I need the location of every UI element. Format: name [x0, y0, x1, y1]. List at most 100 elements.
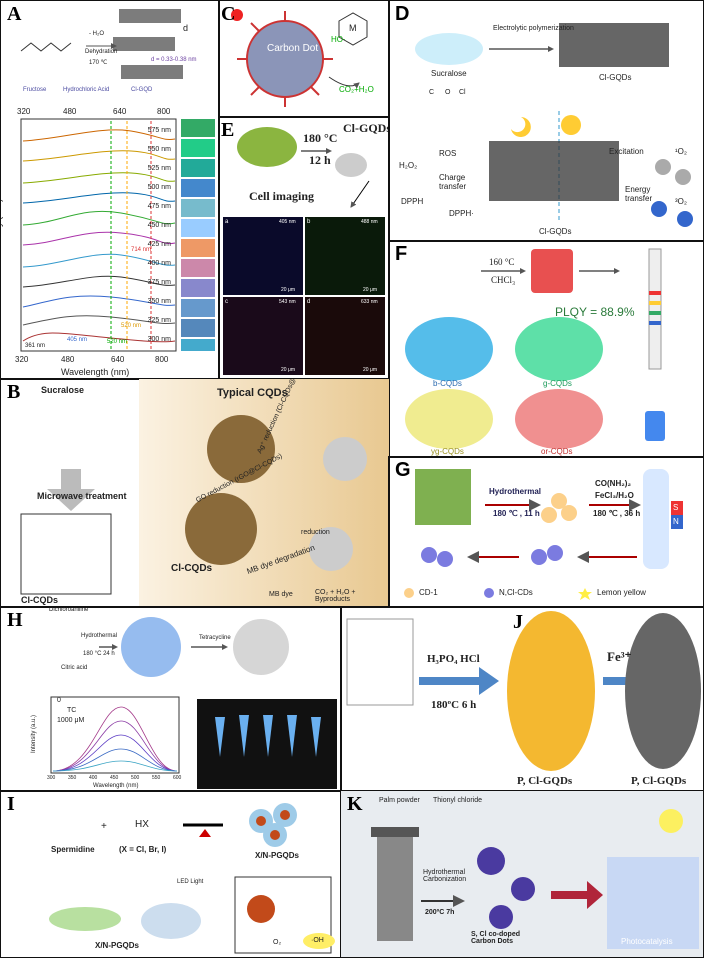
- panel-letter: I: [7, 793, 15, 815]
- label: ¹O₂: [675, 147, 687, 156]
- label: 300: [47, 775, 56, 781]
- tick-label: 800: [157, 107, 171, 116]
- panel-d-art: [415, 23, 693, 227]
- panel-c: C Carbon Dot M HO· CO₂+H₂O: [218, 0, 390, 118]
- peak-label: 520 nm: [121, 323, 142, 329]
- label: 20 μm: [363, 367, 377, 373]
- label: 500: [131, 775, 140, 781]
- label: Cl-CQDs: [21, 595, 59, 605]
- label: ³O₂: [675, 197, 687, 206]
- panel-letter: J: [513, 611, 523, 633]
- panel-j: J H₃PO₄ HCl 180ºC 6 h P, Cl-GQDs Fe³⁺ P,…: [340, 606, 704, 792]
- label: FeCl₃/H₂O: [595, 491, 634, 500]
- label: Cell imaging: [249, 189, 314, 203]
- label: 575 nm: [147, 127, 171, 134]
- label: Cl-CQDs: [171, 563, 213, 574]
- label: a: [225, 219, 229, 225]
- tick-label: 480: [61, 355, 75, 364]
- panel-a: A - H₂O Dehydration 170 ℃ d d = 0.33-0.3…: [0, 0, 220, 380]
- label: 375 nm: [147, 279, 171, 286]
- label: or-CQDs: [541, 447, 573, 456]
- label: H₂O₂: [399, 161, 418, 170]
- label: HX: [135, 819, 149, 830]
- label: 180ºC 6 h: [431, 699, 477, 711]
- panel-e: E 180 °C 12 h Cl-GQDs Cell imaging a 405 …: [218, 116, 390, 380]
- x-axis-label: Wavelength (nm): [93, 783, 139, 789]
- label: 400 nm: [147, 260, 171, 267]
- panel-k-art: [341, 791, 703, 957]
- label: 405 nm: [279, 219, 296, 225]
- tick-label: 320: [17, 107, 31, 116]
- label: - H₂O: [89, 31, 104, 37]
- label: Microwave treatment: [37, 491, 127, 501]
- label: P, Cl-GQDs: [517, 775, 573, 787]
- y-axis-label: PL Intensity (a.u.): [0, 198, 4, 270]
- label: 325 nm: [147, 317, 171, 324]
- label: 488 nm: [361, 219, 378, 225]
- panel-letter: F: [395, 243, 408, 265]
- panel-h-art: [50, 617, 337, 789]
- panel-letter: E: [221, 119, 235, 141]
- panel-letter: G: [395, 459, 411, 481]
- panel-b: B Sucralose Microwave treatment Cl-CQDs …: [0, 378, 390, 608]
- label: (X = Cl, Br, I): [119, 845, 167, 854]
- label: 160 °C: [489, 257, 515, 267]
- label: 12 h: [309, 153, 331, 167]
- panel-k: K Palm powder Thionyl chloride Hydrother…: [340, 790, 704, 958]
- label: Tetracycline: [199, 635, 231, 641]
- label: 525 nm: [147, 165, 171, 172]
- label: 170 ℃: [89, 60, 108, 66]
- panel-h: H Dichloroaniline Citric acid Hydrotherm…: [0, 606, 342, 792]
- label: 0: [57, 697, 61, 704]
- label: Hydrothermal Carbonization: [423, 869, 467, 883]
- label: 180 ℃ , 11 h: [493, 509, 540, 518]
- panel-d: D Sucralose Electrolytic polymerization …: [388, 0, 704, 242]
- label: M: [349, 23, 357, 33]
- label: 1000 μM: [57, 717, 85, 724]
- label: b: [307, 219, 311, 225]
- panel-g: G Hydrothermal 180 ℃ , 11 h CO(NH₂)₂ FeC…: [388, 456, 704, 608]
- label: 550: [152, 775, 161, 781]
- peak-label: 405 nm: [67, 337, 88, 343]
- label: 20 μm: [363, 287, 377, 293]
- label: N: [673, 517, 679, 526]
- label: H₃PO₄ HCl: [427, 653, 480, 665]
- peak-label: 361 nm: [25, 343, 46, 349]
- label: 633 nm: [361, 299, 378, 305]
- label: 20 μm: [281, 287, 295, 293]
- legend-label: N,Cl-CDs: [499, 588, 533, 597]
- label: Cl-GQDs: [539, 227, 572, 236]
- label: 350: [68, 775, 77, 781]
- label: 180 °C: [303, 131, 338, 145]
- label: P, Cl-GQDs: [631, 775, 687, 787]
- label: Carbon Dot: [267, 43, 319, 54]
- tick-label: 320: [15, 355, 29, 364]
- panel-letter: A: [7, 3, 22, 25]
- label: d: [307, 299, 311, 305]
- label: S, Cl co-doped Carbon Dots: [471, 931, 520, 945]
- label: d = 0.33-0.38 nm: [151, 57, 197, 63]
- label: 500 nm: [147, 184, 171, 191]
- label: 400: [89, 775, 98, 781]
- label: Cl-GQD: [131, 87, 153, 93]
- x-axis-label: Wavelength (nm): [61, 367, 130, 377]
- label: 425 nm: [147, 241, 171, 248]
- label: O₂: [273, 939, 282, 946]
- tick-label: 640: [111, 355, 125, 364]
- y-axis-label: Intensity (a.u.): [31, 714, 38, 754]
- label: d: [183, 23, 189, 33]
- label: ROS: [439, 149, 457, 158]
- panel-letter: K: [347, 793, 363, 815]
- panel-b-art: [20, 379, 389, 607]
- label: Thionyl chloride: [433, 797, 483, 804]
- label: Sucralose: [431, 69, 467, 78]
- label: MB dye: [269, 591, 293, 598]
- label: Cl-GQDs: [343, 121, 390, 135]
- tick-label: 640: [113, 107, 127, 116]
- label: CO(NH₂)₂: [595, 479, 631, 488]
- label: DPPH: [401, 197, 424, 206]
- label: 450: [110, 775, 119, 781]
- panel-e-art: [223, 127, 385, 375]
- label: +: [101, 821, 107, 832]
- label: Energy transfer: [625, 185, 653, 203]
